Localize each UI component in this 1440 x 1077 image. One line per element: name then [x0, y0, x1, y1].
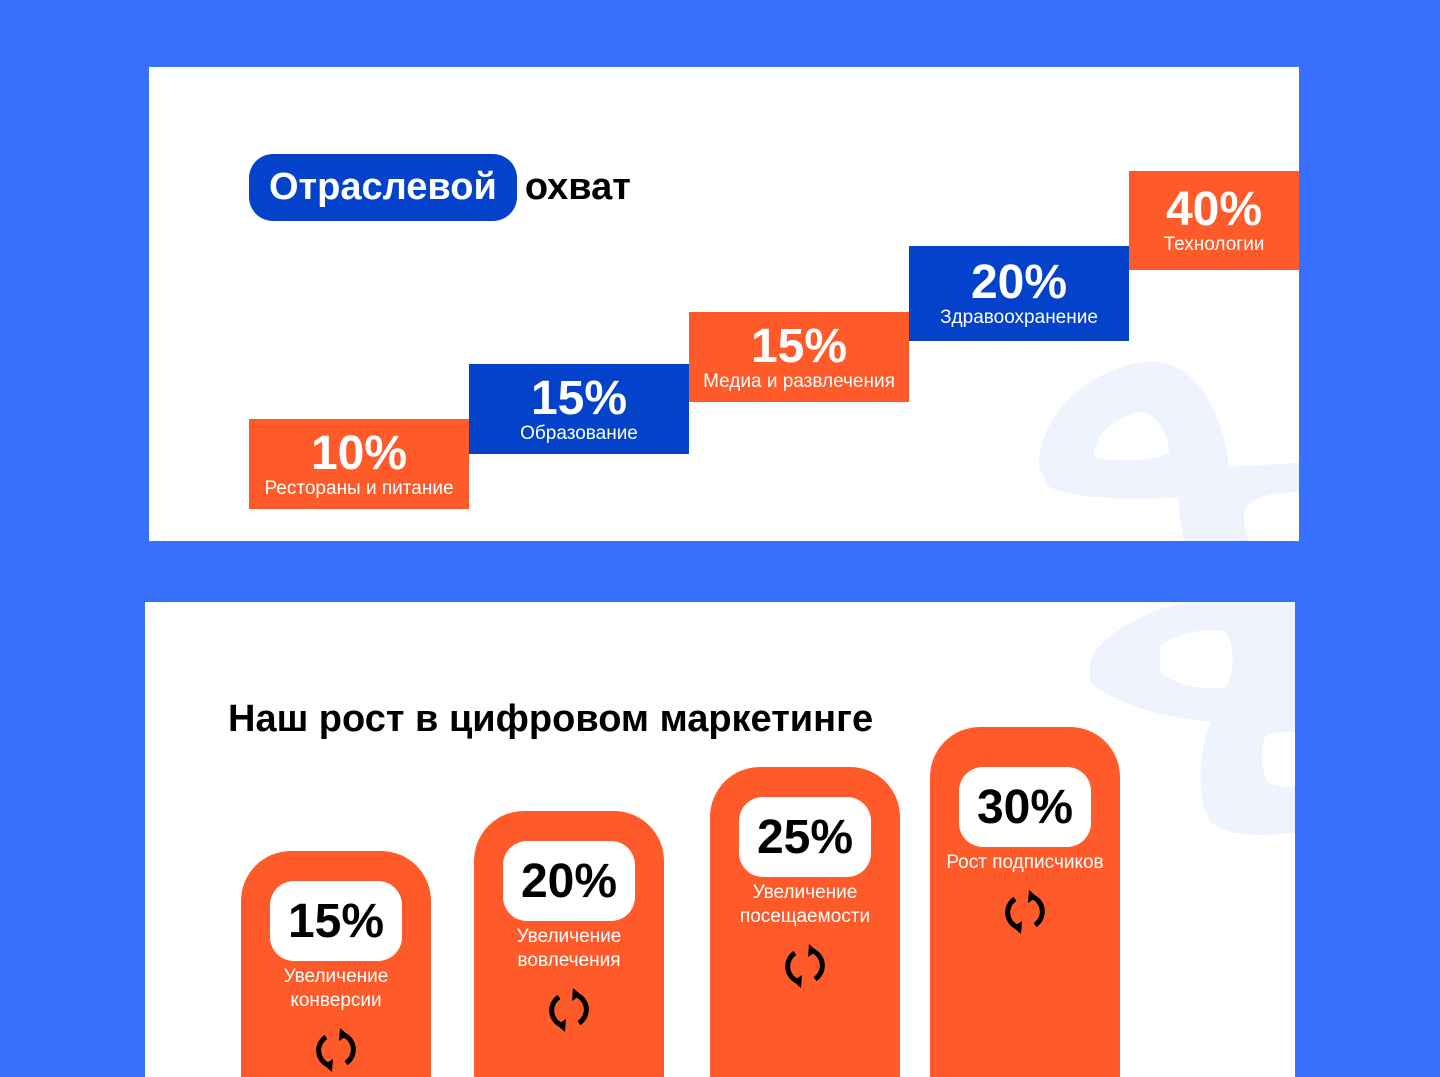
refresh-icon	[316, 1028, 356, 1072]
step-value: 10%	[310, 426, 408, 480]
refresh-icon	[1005, 890, 1045, 934]
growth-label: Увеличение вовлечения	[516, 926, 622, 971]
growth-value: 20%	[503, 841, 635, 921]
step-label: Здравоохранение	[940, 307, 1098, 328]
watermark-logo	[1039, 361, 1299, 541]
growth-value: 30%	[959, 767, 1091, 847]
step-healthcare: 20% Здравоохранение	[909, 246, 1129, 341]
growth-label: Увеличение конверсии	[283, 966, 389, 1011]
step-value: 20%	[970, 256, 1068, 309]
growth-value: 25%	[739, 797, 871, 877]
step-label: Образование	[520, 422, 638, 444]
refresh-icon	[785, 944, 825, 988]
step-value: 40%	[1165, 183, 1263, 236]
step-value: 15%	[530, 371, 628, 425]
growth-label: Увеличение посещаемости	[739, 882, 871, 927]
step-label: Рестораны и питание	[264, 477, 454, 499]
watermark-logo	[1090, 602, 1295, 835]
title-rest: охват	[524, 166, 631, 208]
industry-coverage-card: Отраслевой охват 10% Рестораны и питание…	[149, 67, 1299, 541]
growth-value: 15%	[270, 881, 402, 961]
digital-growth-card: Наш рост в цифровом маркетинге 15% Увели…	[145, 602, 1295, 1077]
step-education: 15% Образование	[469, 364, 689, 454]
growth-column-conversion: 15% Увеличение конверсии	[241, 851, 431, 1077]
growth-column-engagement: 20% Увеличение вовлечения	[474, 811, 664, 1077]
growth-column-traffic: 25% Увеличение посещаемости	[710, 767, 900, 1077]
section-title: Отраслевой охват	[249, 154, 631, 221]
section-title: Наш рост в цифровом маркетинге	[228, 698, 874, 740]
growth-label: Рост подписчиков	[946, 852, 1104, 873]
title-highlight: Отраслевой	[249, 154, 517, 221]
step-label: Медиа и развлечения	[703, 370, 895, 392]
step-label: Технологии	[1163, 234, 1265, 255]
step-value: 15%	[750, 319, 848, 373]
refresh-icon	[549, 988, 589, 1032]
growth-column-subscribers: 30% Рост подписчиков	[930, 727, 1120, 1077]
step-media: 15% Медиа и развлечения	[689, 312, 909, 402]
step-technology: 40% Технологии	[1129, 171, 1299, 270]
step-restaurants: 10% Рестораны и питание	[249, 419, 469, 509]
